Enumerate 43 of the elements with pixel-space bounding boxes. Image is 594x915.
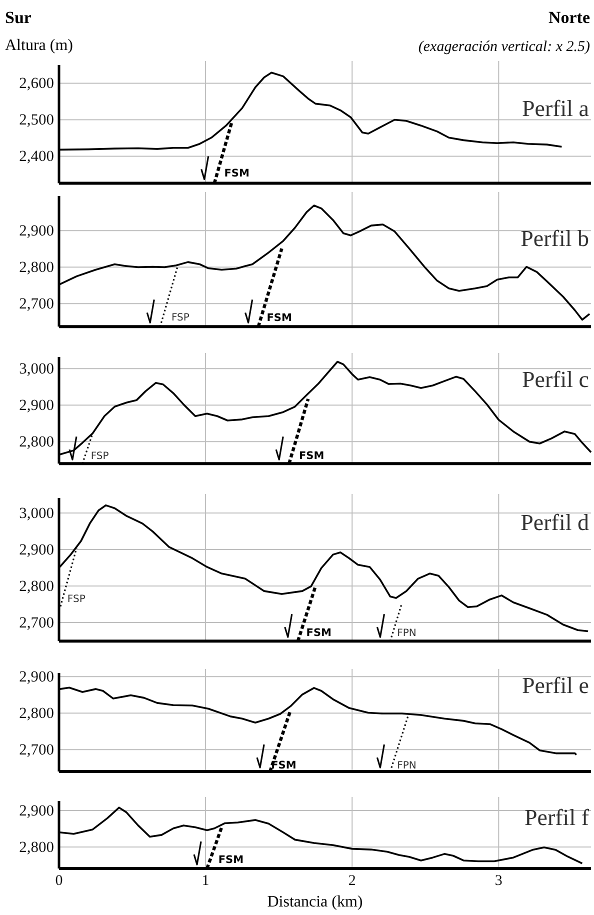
y-tick-label: 2,400 bbox=[19, 148, 54, 166]
y-tick-label: 2,500 bbox=[19, 112, 54, 129]
y-tick-label: 2,600 bbox=[19, 75, 54, 92]
y-tick-label: 2,700 bbox=[19, 742, 54, 759]
x-tick-label: 0 bbox=[55, 873, 63, 890]
text: Perfil d bbox=[520, 510, 590, 535]
y-tick-label: 2,900 bbox=[19, 668, 54, 686]
text: Norte bbox=[548, 8, 590, 27]
annotation: FSM bbox=[266, 312, 292, 324]
text: Perfil a bbox=[522, 96, 589, 121]
text: Perfil b bbox=[520, 226, 589, 251]
text: (exageración vertical: x 2.5) bbox=[418, 39, 590, 55]
y-tick-label: 2,800 bbox=[19, 578, 54, 595]
x-tick-label: 3 bbox=[494, 873, 502, 890]
y-tick-label: 2,800 bbox=[19, 434, 54, 451]
y-axis-title: Altura (m) bbox=[5, 37, 73, 54]
annotation: FPN bbox=[397, 628, 416, 639]
annotation: FSM bbox=[306, 626, 332, 639]
text: Sur bbox=[5, 8, 32, 27]
y-tick-label: 2,900 bbox=[19, 397, 54, 414]
x-tick-label: 2 bbox=[348, 873, 356, 890]
y-tick-label: 2,800 bbox=[19, 705, 54, 722]
annotation: FSM bbox=[298, 450, 324, 462]
y-tick-label: 2,700 bbox=[19, 614, 54, 632]
y-tick-label: 2,900 bbox=[19, 802, 54, 820]
y-tick-label: 2,800 bbox=[19, 259, 54, 276]
annotation: FSM bbox=[224, 167, 250, 180]
annotation: FSP bbox=[67, 594, 86, 606]
y-tick-label: 2,900 bbox=[19, 541, 54, 558]
y-tick-label: 3,000 bbox=[19, 504, 54, 522]
y-tick-label: 2,900 bbox=[19, 222, 54, 240]
chart-title: Perfil f bbox=[524, 805, 590, 830]
y-tick-label: 2,800 bbox=[19, 838, 54, 856]
x-tick-label: 1 bbox=[202, 873, 210, 890]
chart-title: Perfil e bbox=[522, 673, 589, 698]
annotation: FSM bbox=[218, 854, 244, 866]
annotation: FPN bbox=[397, 760, 416, 772]
y-tick-label: 3,000 bbox=[19, 360, 54, 378]
chart-title: Perfil c bbox=[522, 367, 589, 392]
annotation: FSP bbox=[171, 312, 190, 324]
x-axis-title: Distancia (km) bbox=[267, 894, 363, 911]
annotation: FSP bbox=[90, 451, 109, 462]
y-tick-label: 2,700 bbox=[19, 296, 54, 313]
